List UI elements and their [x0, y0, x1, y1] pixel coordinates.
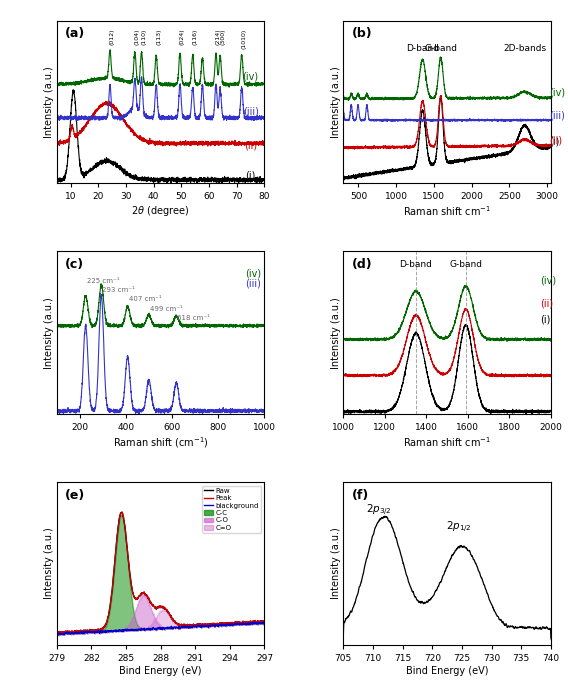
- Text: (d): (d): [352, 258, 372, 271]
- Text: $2p_{3/2}$: $2p_{3/2}$: [366, 503, 392, 518]
- Text: 407 cm⁻¹: 407 cm⁻¹: [129, 296, 161, 303]
- Text: 499 cm⁻¹: 499 cm⁻¹: [150, 306, 183, 311]
- Text: (e): (e): [65, 488, 85, 501]
- Text: 225 cm⁻¹: 225 cm⁻¹: [87, 278, 119, 284]
- Y-axis label: Intensity (a.u.): Intensity (a.u.): [331, 66, 341, 138]
- Y-axis label: Intensity (a.u.): Intensity (a.u.): [44, 528, 54, 600]
- Text: 293 cm⁻¹: 293 cm⁻¹: [102, 287, 135, 293]
- Text: (iii): (iii): [243, 106, 258, 117]
- Text: (113): (113): [156, 29, 161, 45]
- Text: (c): (c): [65, 258, 84, 271]
- Y-axis label: Intensity (a.u.): Intensity (a.u.): [331, 528, 341, 600]
- Text: (012): (012): [110, 29, 115, 45]
- Text: (300): (300): [220, 29, 225, 45]
- Text: (iv): (iv): [243, 71, 258, 82]
- Text: (ii): (ii): [549, 135, 562, 145]
- Text: D-band: D-band: [406, 44, 439, 53]
- Text: (ii): (ii): [244, 140, 257, 150]
- Legend: Raw, Peak, blackground, C-C, C-O, C=O: Raw, Peak, blackground, C-C, C-O, C=O: [202, 486, 261, 533]
- Text: (214): (214): [216, 29, 221, 45]
- Y-axis label: Intensity (a.u.): Intensity (a.u.): [44, 297, 54, 368]
- Text: (a): (a): [65, 27, 85, 40]
- Text: G-band: G-band: [424, 44, 457, 53]
- Text: (ii): (ii): [541, 298, 554, 308]
- Text: (116): (116): [193, 29, 198, 45]
- Text: (104): (104): [135, 29, 140, 45]
- Text: (i): (i): [245, 170, 256, 180]
- Text: (iii): (iii): [549, 110, 565, 120]
- Text: D-band: D-band: [399, 260, 432, 269]
- X-axis label: Raman shift cm$^{-1}$: Raman shift cm$^{-1}$: [403, 204, 491, 217]
- Y-axis label: Intensity (a.u.): Intensity (a.u.): [331, 297, 341, 368]
- Text: (110): (110): [141, 29, 147, 45]
- Text: (b): (b): [352, 27, 372, 40]
- Text: (i): (i): [541, 314, 551, 324]
- Text: (iv): (iv): [549, 88, 565, 98]
- Text: (iii): (iii): [245, 279, 261, 289]
- X-axis label: Bind Energy (eV): Bind Energy (eV): [406, 665, 488, 676]
- X-axis label: Raman shift (cm$^{-1}$): Raman shift (cm$^{-1}$): [112, 435, 208, 449]
- Text: $2p_{1/2}$: $2p_{1/2}$: [446, 520, 472, 535]
- Text: G-band: G-band: [449, 260, 482, 269]
- Text: (024): (024): [180, 29, 185, 45]
- Text: (iv): (iv): [245, 268, 261, 278]
- Text: 618 cm⁻¹: 618 cm⁻¹: [177, 315, 210, 321]
- Y-axis label: Intensity (a.u.): Intensity (a.u.): [44, 66, 54, 138]
- Text: (f): (f): [352, 488, 369, 501]
- Text: (1010): (1010): [242, 29, 247, 49]
- Text: (i): (i): [549, 137, 559, 147]
- X-axis label: Bind Energy (eV): Bind Energy (eV): [119, 665, 202, 676]
- X-axis label: Raman shift cm$^{-1}$: Raman shift cm$^{-1}$: [403, 435, 491, 449]
- Text: (iv): (iv): [541, 275, 557, 285]
- Text: 2D-bands: 2D-bands: [503, 44, 546, 53]
- X-axis label: 2$\theta$ (degree): 2$\theta$ (degree): [131, 204, 190, 218]
